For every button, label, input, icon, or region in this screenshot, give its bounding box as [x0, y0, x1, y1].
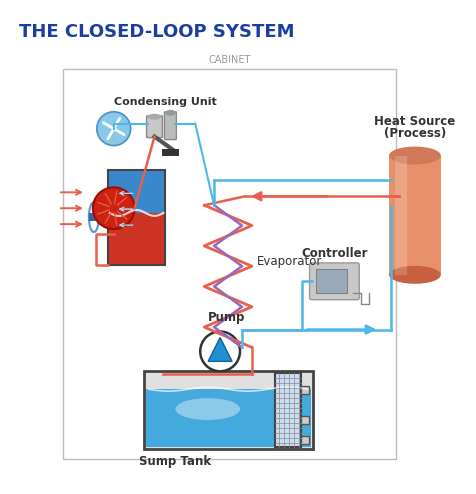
Text: THE CLOSED-LOOP SYSTEM: THE CLOSED-LOOP SYSTEM — [20, 23, 295, 41]
Text: Condensing Unit: Condensing Unit — [114, 97, 217, 107]
FancyBboxPatch shape — [144, 371, 313, 449]
Polygon shape — [208, 337, 232, 361]
FancyBboxPatch shape — [301, 416, 308, 424]
Text: (Process): (Process) — [384, 126, 446, 140]
Ellipse shape — [148, 114, 161, 120]
Ellipse shape — [389, 147, 441, 165]
FancyBboxPatch shape — [147, 116, 162, 138]
FancyBboxPatch shape — [108, 170, 166, 213]
Text: Heat Source: Heat Source — [374, 115, 456, 127]
FancyBboxPatch shape — [309, 263, 359, 300]
FancyBboxPatch shape — [146, 389, 310, 447]
Ellipse shape — [389, 266, 441, 284]
FancyBboxPatch shape — [164, 112, 177, 140]
FancyBboxPatch shape — [275, 373, 301, 447]
FancyBboxPatch shape — [316, 269, 347, 293]
Text: CABINET: CABINET — [208, 55, 251, 65]
FancyBboxPatch shape — [389, 156, 441, 275]
FancyBboxPatch shape — [108, 213, 166, 265]
FancyBboxPatch shape — [301, 436, 308, 444]
Ellipse shape — [166, 110, 175, 116]
Text: Sump Tank: Sump Tank — [139, 455, 211, 468]
FancyBboxPatch shape — [301, 386, 308, 394]
Circle shape — [97, 112, 130, 146]
FancyBboxPatch shape — [89, 213, 99, 221]
Circle shape — [93, 187, 135, 229]
Text: Pump: Pump — [208, 311, 246, 324]
Circle shape — [200, 331, 240, 371]
Text: Controller: Controller — [301, 247, 367, 260]
Ellipse shape — [176, 398, 240, 420]
Text: Evaporator: Evaporator — [257, 255, 322, 268]
FancyBboxPatch shape — [63, 69, 396, 459]
FancyBboxPatch shape — [395, 156, 407, 275]
